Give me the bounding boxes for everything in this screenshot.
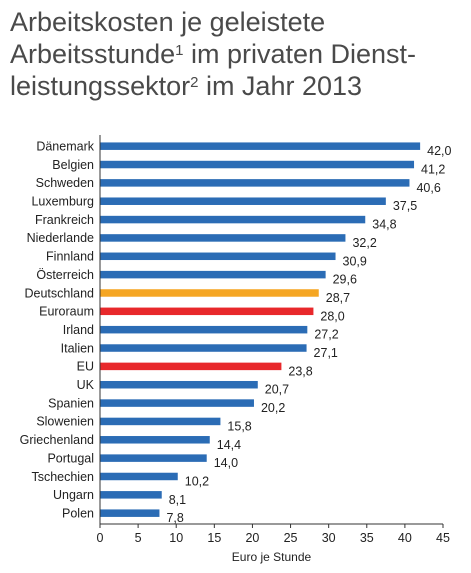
x-axis-label: Euro je Stunde: [232, 550, 312, 564]
value-label: 32,2: [352, 236, 376, 250]
category-label: Italien: [61, 341, 94, 355]
x-tick-label: 0: [97, 531, 104, 545]
bar: [100, 380, 258, 389]
value-label: 37,5: [393, 199, 417, 213]
footnote-1: 1: [175, 42, 184, 59]
bar: [100, 417, 221, 426]
category-label: Finnland: [46, 250, 94, 264]
value-label: 41,2: [421, 163, 445, 177]
x-tick-label: 45: [436, 531, 450, 545]
category-label: EU: [77, 360, 94, 374]
category-label: Slowenien: [36, 415, 94, 429]
bar: [100, 491, 162, 499]
value-label: 27,1: [314, 346, 338, 360]
x-tick-label: 10: [169, 531, 183, 545]
category-label: Deutschland: [25, 286, 95, 300]
bar: [100, 344, 307, 352]
bar: [100, 289, 319, 297]
bar: [100, 436, 210, 444]
category-label: Schweden: [36, 176, 94, 190]
bar: [100, 399, 254, 407]
category-label: UK: [77, 378, 95, 392]
x-tick-label: 25: [284, 531, 298, 545]
bar: [100, 179, 410, 187]
value-label: 30,9: [343, 254, 367, 268]
category-label: Irland: [63, 323, 94, 337]
bar: [100, 234, 346, 242]
x-tick-label: 20: [245, 531, 259, 545]
title-line-1: Arbeitskosten je geleistete: [10, 7, 326, 37]
title-line-2: Arbeitsstunde1 im privaten Dienst-: [10, 39, 417, 69]
value-label: 23,8: [288, 364, 312, 378]
value-label: 27,2: [314, 328, 338, 342]
x-tick-label: 5: [135, 531, 142, 545]
value-label: 14,4: [217, 438, 241, 452]
value-label: 34,8: [372, 218, 396, 232]
x-tick-label: 15: [207, 531, 221, 545]
value-label: 10,2: [185, 474, 209, 488]
bar: [100, 197, 386, 205]
bar: [100, 270, 326, 279]
bar: [100, 454, 207, 462]
category-label: Frankreich: [35, 213, 94, 227]
category-label: Spanien: [48, 396, 94, 410]
category-label: Portugal: [47, 451, 94, 465]
category-label: Polen: [62, 506, 94, 520]
value-label: 7,8: [166, 511, 183, 525]
bar: [100, 325, 308, 334]
bar: [100, 142, 421, 150]
category-label: Belgien: [52, 158, 94, 172]
bar: [100, 160, 415, 169]
footnote-2: 2: [190, 74, 199, 91]
bar: [100, 362, 282, 371]
category-label: Österreich: [36, 268, 94, 282]
value-label: 20,2: [261, 401, 285, 415]
category-label: Luxemburg: [31, 195, 94, 209]
value-label: 42,0: [427, 144, 451, 158]
value-label: 15,8: [227, 419, 251, 433]
value-label: 20,7: [265, 383, 289, 397]
bar: [100, 307, 314, 316]
bar: [100, 215, 366, 224]
bar: [100, 509, 160, 517]
x-tick-label: 35: [360, 531, 374, 545]
title-line-3: leistungssektor2 im Jahr 2013: [10, 71, 363, 101]
value-label: 8,1: [169, 493, 186, 507]
category-label: Griechenland: [20, 433, 94, 447]
value-label: 40,6: [416, 181, 440, 195]
category-label: Euroraum: [39, 305, 94, 319]
value-label: 28,0: [320, 309, 344, 323]
value-label: 14,0: [214, 456, 238, 470]
x-tick-label: 40: [398, 531, 412, 545]
bar: [100, 252, 336, 261]
category-label: Ungarn: [53, 488, 94, 502]
category-label: Tschechien: [31, 470, 94, 484]
value-label: 28,7: [326, 291, 350, 305]
chart-title: Arbeitskosten je geleistete Arbeitsstund…: [10, 6, 465, 102]
x-tick-label: 30: [322, 531, 336, 545]
category-label: Niederlande: [27, 231, 94, 245]
category-label: Dänemark: [36, 139, 94, 153]
bar: [100, 472, 178, 481]
value-label: 29,6: [333, 273, 357, 287]
